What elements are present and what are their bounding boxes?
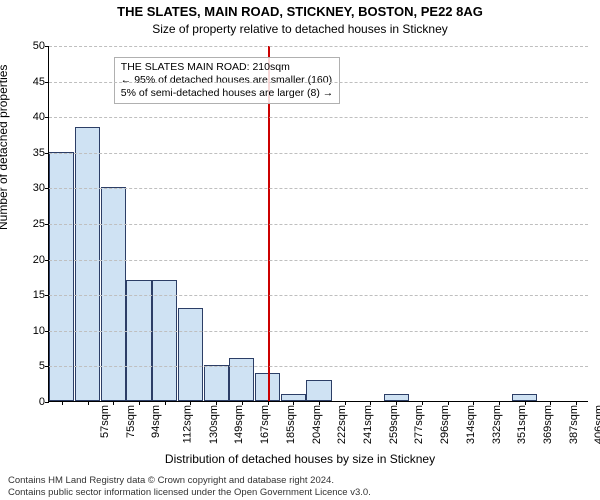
bar <box>75 127 100 401</box>
x-axis-label: Distribution of detached houses by size … <box>0 452 600 466</box>
xtick-label: 167sqm <box>259 405 271 444</box>
xtick-label: 387sqm <box>568 405 580 444</box>
ytick-label: 50 <box>33 40 49 52</box>
xtick-label: 222sqm <box>336 405 348 444</box>
ytick-label: 20 <box>33 254 49 266</box>
xtick-mark <box>550 401 551 405</box>
xtick-label: 332sqm <box>491 405 503 444</box>
xtick-label: 185sqm <box>285 405 297 444</box>
xtick-mark <box>62 401 63 405</box>
chart-title-main: THE SLATES, MAIN ROAD, STICKNEY, BOSTON,… <box>0 4 600 19</box>
xtick-mark <box>499 401 500 405</box>
bar <box>204 365 229 401</box>
xtick-label: 314sqm <box>465 405 477 444</box>
chart-container: THE SLATES, MAIN ROAD, STICKNEY, BOSTON,… <box>0 0 600 500</box>
xtick-mark <box>190 401 191 405</box>
bar <box>384 394 409 401</box>
chart-title-sub: Size of property relative to detached ho… <box>0 22 600 36</box>
xtick-mark <box>525 401 526 405</box>
ytick-label: 10 <box>33 325 49 337</box>
ytick-label: 45 <box>33 76 49 88</box>
xtick-mark <box>319 401 320 405</box>
gridline <box>49 46 588 47</box>
xtick-mark <box>88 401 89 405</box>
ytick-label: 30 <box>33 182 49 194</box>
xtick-mark <box>345 401 346 405</box>
xtick-mark <box>216 401 217 405</box>
xtick-label: 277sqm <box>414 405 426 444</box>
xtick-mark <box>576 401 577 405</box>
gridline <box>49 224 588 225</box>
gridline <box>49 366 588 367</box>
gridline <box>49 295 588 296</box>
xtick-mark <box>422 401 423 405</box>
ytick-label: 35 <box>33 147 49 159</box>
xtick-label: 296sqm <box>439 405 451 444</box>
ytick-label: 0 <box>39 396 49 408</box>
bar <box>152 280 177 401</box>
bar <box>306 380 331 401</box>
annotation-line1: THE SLATES MAIN ROAD: 210sqm <box>121 61 333 74</box>
gridline <box>49 188 588 189</box>
xtick-mark <box>293 401 294 405</box>
xtick-mark <box>396 401 397 405</box>
xtick-label: 259sqm <box>388 405 400 444</box>
xtick-label: 351sqm <box>516 405 528 444</box>
xtick-mark <box>113 401 114 405</box>
footer-line2: Contains public sector information licen… <box>8 487 592 498</box>
bar <box>178 308 203 401</box>
annotation-line2: ← 95% of detached houses are smaller (16… <box>121 74 333 87</box>
xtick-label: 406sqm <box>594 405 600 444</box>
gridline <box>49 153 588 154</box>
footer-line1: Contains HM Land Registry data © Crown c… <box>8 475 592 486</box>
gridline <box>49 117 588 118</box>
ytick-label: 40 <box>33 111 49 123</box>
gridline <box>49 82 588 83</box>
xtick-label: 204sqm <box>311 405 323 444</box>
xtick-label: 130sqm <box>208 405 220 444</box>
xtick-mark <box>370 401 371 405</box>
annotation-box: THE SLATES MAIN ROAD: 210sqm ← 95% of de… <box>114 57 340 104</box>
xtick-label: 241sqm <box>362 405 374 444</box>
xtick-mark <box>268 401 269 405</box>
plot-area: THE SLATES MAIN ROAD: 210sqm ← 95% of de… <box>48 46 588 402</box>
xtick-label: 94sqm <box>150 405 162 438</box>
xtick-label: 369sqm <box>542 405 554 444</box>
xtick-mark <box>165 401 166 405</box>
xtick-label: 149sqm <box>234 405 246 444</box>
bar <box>512 394 537 401</box>
footer-credits: Contains HM Land Registry data © Crown c… <box>8 475 592 498</box>
xtick-mark <box>242 401 243 405</box>
gridline <box>49 260 588 261</box>
xtick-mark <box>448 401 449 405</box>
annotation-line3: 5% of semi-detached houses are larger (8… <box>121 87 333 100</box>
ytick-label: 5 <box>39 360 49 372</box>
y-axis-label: Number of detached properties <box>0 65 10 230</box>
xtick-mark <box>473 401 474 405</box>
bar <box>229 358 254 401</box>
xtick-label: 75sqm <box>125 405 137 438</box>
bar <box>281 394 306 401</box>
xtick-label: 57sqm <box>99 405 111 438</box>
ytick-label: 15 <box>33 289 49 301</box>
gridline <box>49 331 588 332</box>
xtick-label: 112sqm <box>181 405 193 443</box>
bar <box>126 280 151 401</box>
ytick-label: 25 <box>33 218 49 230</box>
xtick-mark <box>139 401 140 405</box>
